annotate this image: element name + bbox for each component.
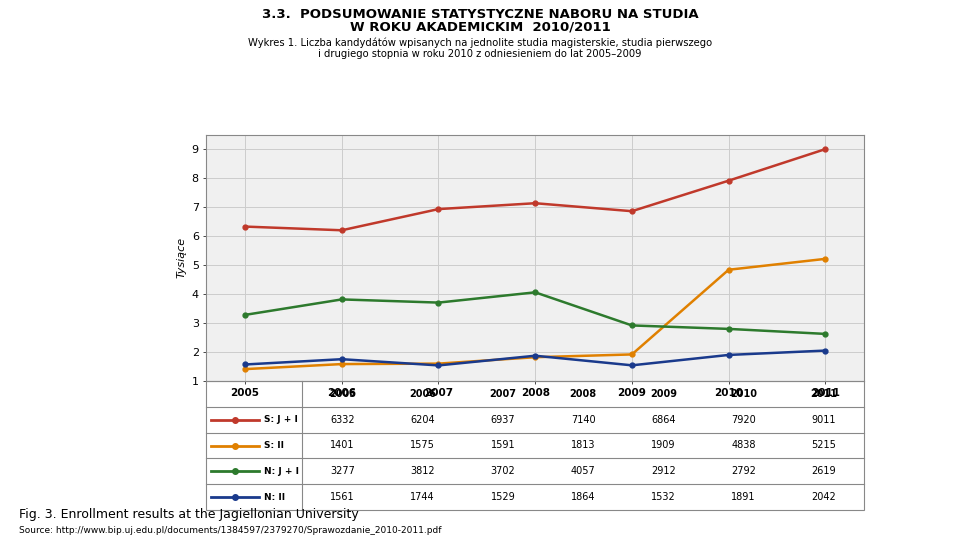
Text: 5215: 5215 <box>811 441 836 450</box>
Text: 1591: 1591 <box>491 441 516 450</box>
Text: 6204: 6204 <box>411 415 435 424</box>
Text: S: II: S: II <box>264 441 284 450</box>
Text: 1813: 1813 <box>571 441 595 450</box>
Text: 2010: 2010 <box>731 389 757 399</box>
Text: 6864: 6864 <box>651 415 676 424</box>
Text: 1575: 1575 <box>410 441 435 450</box>
Text: 3277: 3277 <box>330 467 355 476</box>
Text: i drugiego stopnia w roku 2010 z odniesieniem do lat 2005–2009: i drugiego stopnia w roku 2010 z odniesi… <box>319 49 641 59</box>
Text: 1891: 1891 <box>732 492 756 502</box>
Text: 1532: 1532 <box>651 492 676 502</box>
Y-axis label: Tysiące: Tysiące <box>176 237 186 279</box>
Text: 2619: 2619 <box>811 467 836 476</box>
Text: 2792: 2792 <box>732 467 756 476</box>
Text: 6332: 6332 <box>330 415 355 424</box>
Text: S: J + I: S: J + I <box>264 415 298 424</box>
Text: 2011: 2011 <box>810 389 837 399</box>
Text: 7920: 7920 <box>732 415 756 424</box>
Text: 1909: 1909 <box>651 441 676 450</box>
Text: 2912: 2912 <box>651 467 676 476</box>
Text: 1561: 1561 <box>330 492 355 502</box>
Text: 2009: 2009 <box>650 389 677 399</box>
Text: Fig. 3. Enrollment results at the Jagiellonian University: Fig. 3. Enrollment results at the Jagiel… <box>19 508 359 521</box>
Text: 2042: 2042 <box>811 492 836 502</box>
Text: 2005: 2005 <box>329 389 356 399</box>
Text: 4838: 4838 <box>732 441 756 450</box>
Text: W ROKU AKADEMICKIM  2010/2011: W ROKU AKADEMICKIM 2010/2011 <box>349 21 611 33</box>
Text: 7140: 7140 <box>571 415 595 424</box>
Text: 2007: 2007 <box>490 389 516 399</box>
Text: 3.3.  PODSUMOWANIE STATYSTYCZNE NABORU NA STUDIA: 3.3. PODSUMOWANIE STATYSTYCZNE NABORU NA… <box>262 8 698 21</box>
Text: 6937: 6937 <box>491 415 516 424</box>
Text: Source: http://www.bip.uj.edu.pl/documents/1384597/2379270/Sprawozdanie_2010-201: Source: http://www.bip.uj.edu.pl/documen… <box>19 525 442 535</box>
Text: 1864: 1864 <box>571 492 595 502</box>
Text: N: II: N: II <box>264 493 285 502</box>
Text: Wykres 1. Liczba kandydátów wpisanych na jednolite studia magisterskie, studia p: Wykres 1. Liczba kandydátów wpisanych na… <box>248 38 712 48</box>
Text: 3812: 3812 <box>411 467 435 476</box>
Text: 9011: 9011 <box>811 415 836 424</box>
Text: 4057: 4057 <box>571 467 595 476</box>
Text: 1529: 1529 <box>491 492 516 502</box>
Text: N: J + I: N: J + I <box>264 467 299 476</box>
Text: 1744: 1744 <box>411 492 435 502</box>
Text: 2008: 2008 <box>569 389 597 399</box>
Text: 2006: 2006 <box>409 389 436 399</box>
Text: 3702: 3702 <box>491 467 516 476</box>
Text: 1401: 1401 <box>330 441 355 450</box>
